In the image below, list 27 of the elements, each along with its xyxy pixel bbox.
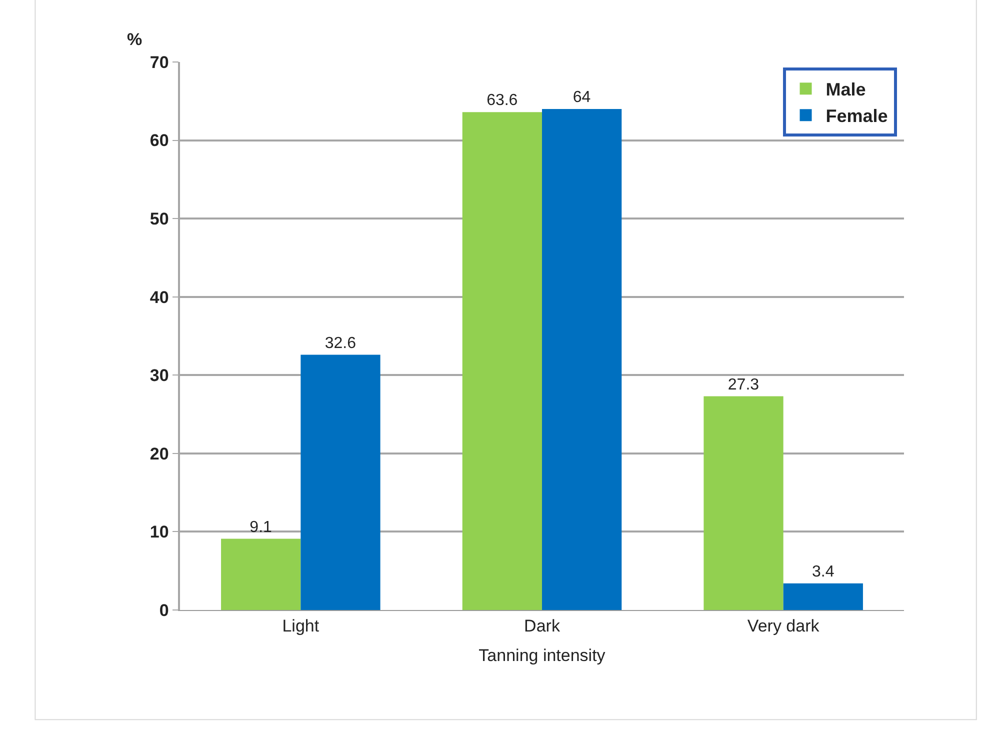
data-label: 63.6 (486, 92, 518, 110)
y-tick-label: 60 (150, 131, 169, 150)
data-label: 64 (572, 88, 591, 106)
legend-label: Female (826, 106, 888, 126)
y-tick-label: 0 (159, 600, 169, 620)
data-label: 9.1 (250, 518, 272, 536)
bar (300, 354, 380, 610)
data-label: 27.3 (728, 376, 760, 394)
x-tick-label: Dark (524, 616, 560, 636)
bar (542, 108, 622, 610)
y-axis-title: % (127, 30, 142, 49)
y-tick-label: 30 (150, 366, 169, 386)
bar (783, 583, 863, 610)
y-tick-label: 10 (150, 522, 169, 542)
bar (704, 396, 784, 610)
x-tick-label: Very dark (747, 616, 820, 636)
y-tick-label: 70 (150, 52, 169, 72)
x-tick-label: Light (282, 616, 320, 636)
y-tick-label: 40 (150, 288, 169, 307)
legend-label: Male (826, 80, 866, 100)
x-axis-title: Tanning intensity (478, 646, 606, 665)
data-label: 32.6 (324, 334, 356, 352)
bar (462, 112, 542, 610)
y-tick-label: 20 (150, 444, 169, 464)
bar (221, 538, 301, 610)
data-label: 3.4 (812, 563, 834, 580)
y-tick-label: 50 (150, 210, 169, 229)
